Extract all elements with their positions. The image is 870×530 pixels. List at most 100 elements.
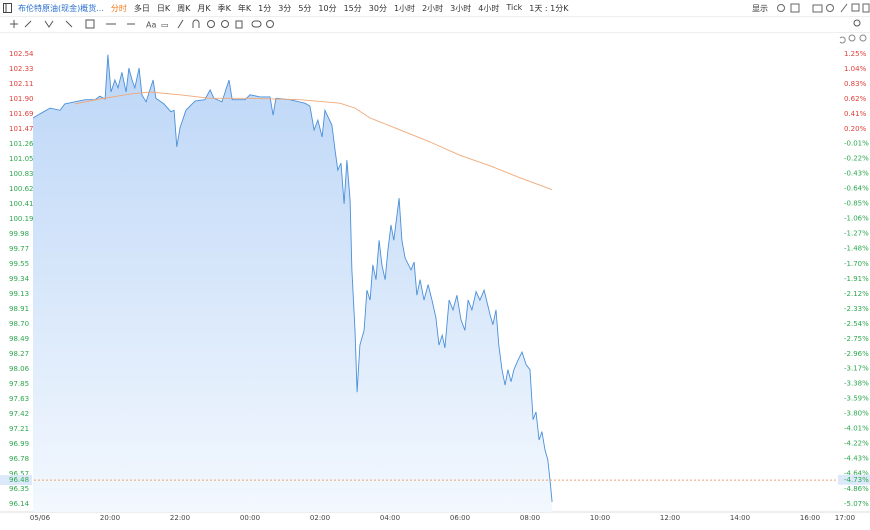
drawing-tools: Aa ▭ [10,19,861,30]
y-tick-label: 99.13 [9,290,29,298]
period-button[interactable]: 15分 [343,3,362,13]
period-button[interactable]: 多日 [133,3,150,13]
y2-tick-label: -0.64% [844,185,869,193]
y2-tick-label: -3.17% [844,365,869,373]
y-tick-label: 100.83 [9,170,34,178]
period-button[interactable]: 2小时 [422,3,444,13]
current-change-label: -4.73% [844,476,869,484]
comment-tool[interactable]: ▭ [161,21,169,30]
x-tick-label: 10:00 [590,514,610,522]
x-tick-label: 20:00 [100,514,120,522]
chart: 102.54 102.33 102.11 101.90 101.69 101.47 101.… [0,34,870,522]
y-tick-label: 101.05 [9,155,34,163]
y-tick-label: 97.63 [9,395,29,403]
period-button[interactable]: 1分 [258,3,272,13]
period-button[interactable]: 1小时 [393,3,416,13]
sidebar-icon[interactable] [2,2,14,14]
display-menu[interactable]: 显示 [752,3,768,13]
y-tick-label: 99.77 [9,245,29,253]
y-tick-label: 102.33 [9,65,34,73]
period-button[interactable]: 季K [217,3,231,13]
y2-tick-label: -1.91% [844,275,869,283]
period-button[interactable]: 30分 [368,3,387,13]
y-tick-label: 98.27 [9,350,29,358]
y2-tick-label: 1.04% [844,65,867,73]
y2-tick-label: -4.22% [844,439,869,447]
current-change-box [838,474,870,485]
y2-tick-label: -1.06% [844,214,869,222]
y-tick-label: 102.11 [9,80,34,88]
y2-tick-label: 0.41% [844,110,867,118]
y2-tick-label: -1.70% [844,260,869,268]
instrument-title[interactable]: 布伦特原油(现金)概货... [18,3,104,13]
y-tick-label: 99.55 [9,260,29,268]
period-button[interactable]: 10分 [318,3,337,13]
y2-tick-label: -1.48% [844,244,869,252]
y-tick-label: 98.70 [9,320,29,328]
y2-tick-label: -2.54% [844,320,869,328]
y-tick-label: 101.69 [9,110,34,118]
current-price-box [0,475,32,486]
y-tick-label: 96.57 [9,470,29,478]
y2-tick-label: -2.96% [844,350,869,358]
y-tick-label: 101.47 [9,125,34,133]
x-tick-label: 08:00 [520,514,540,522]
y-tick-label: 101.26 [9,140,34,148]
y-tick-label: 98.91 [9,305,29,313]
y2-tick-label: -0.01% [844,140,869,148]
x-tick-label: 22:00 [170,514,190,522]
y2-tick-label: -4.01% [844,425,869,433]
x-tick-label: 00:00 [240,514,260,522]
period-button[interactable]: 日K [156,3,171,13]
y2-tick-label: 0.62% [844,95,867,103]
y-tick-label: 96.99 [9,440,29,448]
y2-tick-label: -0.85% [844,200,869,208]
period-button[interactable]: 3小时 [450,3,472,13]
y-tick-label: 100.19 [9,215,34,223]
y2-tick-label: -4.64% [844,469,869,477]
y-tick-label: 102.54 [9,50,34,58]
chart-controls[interactable] [839,34,867,44]
period-button[interactable]: 周K [177,3,191,13]
area-fill [33,54,553,512]
x-tick-label: 05/06 [30,514,51,522]
y-tick-label: 100.62 [9,185,34,193]
current-price-label: 96.48 [9,476,29,484]
toolbar: 布伦特原油(现金)概货... 分时 多日 日K 周K 月K 季K 年K 1分 3分 5分 10分 15… [0,0,870,17]
y2-tick-label: -4.86% [844,485,869,493]
x-tick-label: 06:00 [450,514,470,522]
period-button[interactable]: 4小时 [478,3,500,13]
period-button[interactable]: 年K [237,3,252,13]
y-tick-label: 97.21 [9,425,29,433]
y2-tick-label: -3.38% [844,380,869,388]
y-tick-label: 100.41 [9,200,34,208]
period-button[interactable]: 5分 [298,3,312,13]
y2-tick-label: 0.20% [844,125,867,133]
y2-tick-label: 0.83% [844,80,867,88]
y2-tick-label: -5.07% [844,500,869,508]
right-icons [777,3,870,13]
y2-tick-label: -1.27% [844,229,869,237]
period-button[interactable]: Tick [506,2,523,12]
period-button[interactable]: 1天 : 1分K [529,3,569,13]
y-tick-label: 96.35 [9,485,29,493]
y2-tick-label: -0.43% [844,170,869,178]
y-tick-label: 99.98 [9,230,29,238]
y-tick-label: 98.49 [9,335,29,343]
x-tick-label: 16:00 [800,514,820,522]
average-line [74,91,553,191]
y2-tick-label: -2.75% [844,335,869,343]
y-tick-label: 97.42 [9,410,29,418]
y-tick-label: 99.34 [9,275,30,283]
y-tick-label: 97.85 [9,380,29,388]
period-button[interactable]: 月K [197,3,211,13]
period-button[interactable]: 3分 [278,3,292,13]
period-button[interactable]: 分时 [110,3,127,13]
text-tool[interactable]: Aa [146,21,156,30]
y-tick-label: 98.06 [9,365,30,373]
x-tick-label: 04:00 [380,514,400,522]
drawing-toolbar: Aa ▭ [0,16,870,33]
y2-tick-label: -2.33% [844,305,869,313]
x-tick-label: 17:00 [835,514,855,522]
x-tick-label: 02:00 [310,514,330,522]
